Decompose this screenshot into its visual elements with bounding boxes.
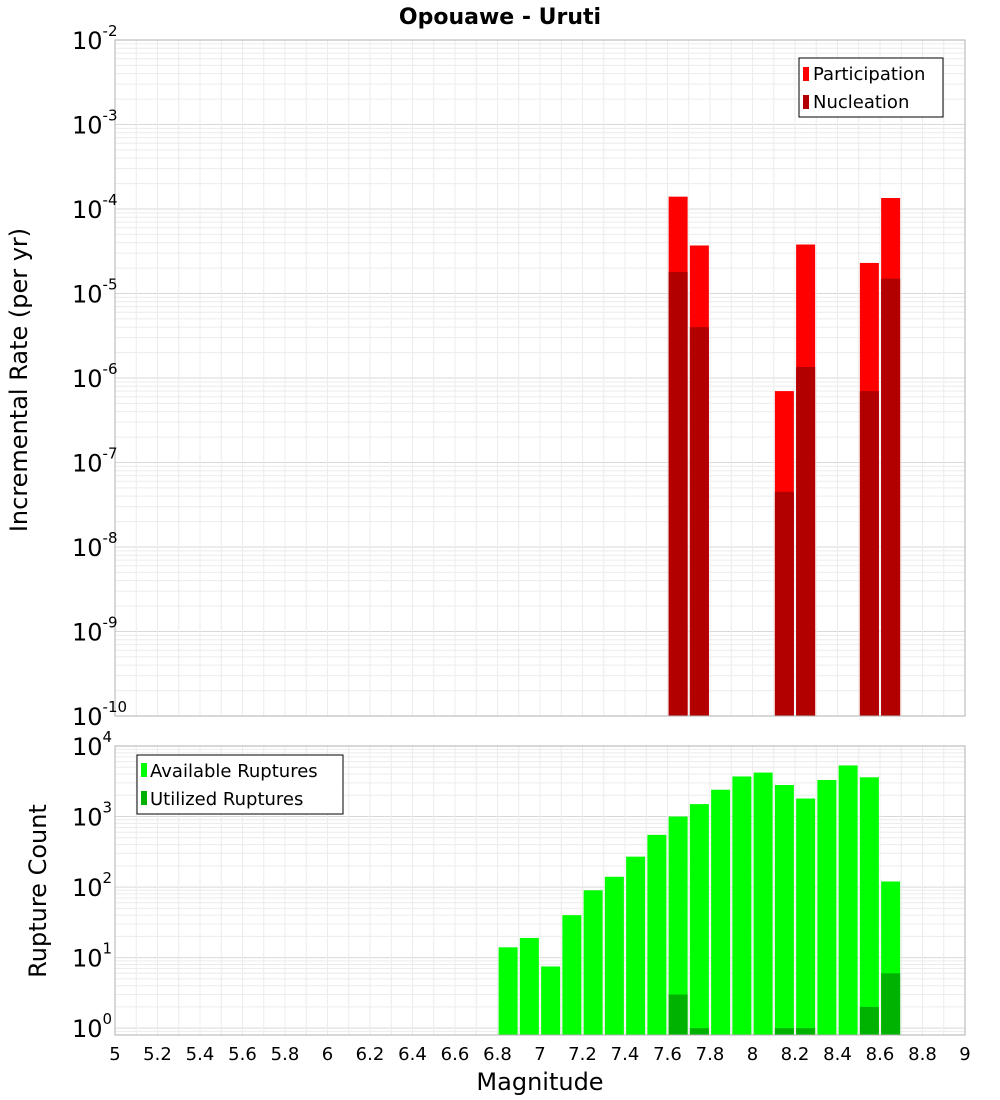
x-tick-label: 6.2: [356, 1044, 385, 1065]
legend-swatch-participation: [803, 67, 809, 81]
count-bar-available-ruptures: [859, 777, 879, 1035]
rate-bar-nucleation: [689, 327, 709, 716]
count-bar-available-ruptures: [626, 856, 646, 1035]
rate-y-tick-label: 10-3: [72, 107, 118, 140]
x-tick-label: 7.8: [696, 1044, 725, 1065]
legend-swatch-available: [141, 763, 147, 777]
x-tick-label: 7: [534, 1044, 545, 1065]
count-bar-available-ruptures: [583, 890, 603, 1035]
chart-title: Opouawe - Uruti: [399, 5, 601, 30]
x-tick-label: 8.2: [781, 1044, 810, 1065]
x-tick-label: 8.8: [908, 1044, 937, 1065]
count-bar-utilized-ruptures: [668, 994, 688, 1035]
count-bar-available-ruptures: [562, 915, 582, 1035]
count-bar-available-ruptures: [498, 947, 518, 1035]
legend-label-participation: Participation: [813, 64, 925, 85]
rate-legend-box: [798, 57, 944, 118]
x-tick-label: 8.4: [823, 1044, 852, 1065]
rate-y-tick-label: 10-7: [72, 445, 118, 478]
x-tick-label: 5.2: [143, 1044, 172, 1065]
x-axis-label: Magnitude: [476, 1068, 603, 1096]
x-tick-label: 7.4: [611, 1044, 640, 1065]
rate-panel: 10-10 10-9 10-8 10-7 10-6 10-5 10-4 10-3 10-2 In…: [5, 22, 966, 731]
count-bar-available-ruptures: [519, 937, 539, 1035]
count-legend-box: [136, 754, 344, 815]
count-bar-available-ruptures: [817, 779, 837, 1035]
x-tick-label: 7.6: [653, 1044, 682, 1065]
x-tick-label: 5.4: [186, 1044, 215, 1065]
count-y-tick-label: 104: [72, 728, 112, 761]
count-bar-available-ruptures: [838, 765, 858, 1035]
count-bar-utilized-ruptures: [774, 1028, 794, 1035]
rate-y-tick-label: 10-5: [72, 276, 118, 309]
legend-label-nucleation: Nucleation: [813, 92, 909, 113]
rate-bar-nucleation: [881, 278, 901, 716]
count-bar-available-ruptures: [689, 804, 709, 1035]
count-y-tick-label: 102: [72, 869, 112, 902]
rate-y-tick-label: 10-9: [72, 614, 118, 647]
count-bar-available-ruptures: [668, 816, 688, 1035]
rate-bar-nucleation: [774, 491, 794, 716]
count-bar-available-ruptures: [647, 834, 667, 1035]
legend-swatch-utilized: [141, 791, 147, 805]
count-legend: Available Ruptures Utilized Ruptures: [136, 754, 344, 815]
rate-plot-frame: [114, 39, 966, 717]
count-bar-available-ruptures: [732, 776, 752, 1035]
rate-y-tick-label: 10-4: [72, 191, 118, 224]
rate-bar-nucleation: [796, 366, 816, 716]
count-bar-utilized-ruptures: [881, 973, 901, 1035]
count-bar-utilized-ruptures: [689, 1028, 709, 1035]
count-x-ticks: 5 5.2 5.4 5.6 5.8 6 6.2 6.4 6.6 6.8 7 7.2 7.4 7.6 7.8 8…: [109, 1044, 970, 1065]
count-bar-available-ruptures: [711, 789, 731, 1035]
count-bars: [498, 765, 901, 1035]
count-y-tick-label: 101: [72, 940, 112, 973]
count-y-tick-label: 103: [72, 799, 112, 832]
rate-grid: [114, 39, 966, 717]
count-bar-available-ruptures: [774, 784, 794, 1035]
count-bar-available-ruptures: [753, 772, 773, 1035]
rate-bar-nucleation: [668, 271, 688, 716]
count-y-axis-label: Rupture Count: [24, 804, 52, 978]
x-tick-label: 8: [747, 1044, 758, 1065]
rate-legend: Participation Nucleation: [798, 57, 944, 118]
legend-swatch-nucleation: [803, 95, 809, 109]
rate-y-ticks: 10-10 10-9 10-8 10-7 10-6 10-5 10-4 10-3 10-2: [72, 22, 127, 731]
x-tick-label: 5: [109, 1044, 120, 1065]
legend-label-available: Available Ruptures: [150, 761, 318, 782]
x-tick-label: 6.4: [398, 1044, 427, 1065]
rate-y-tick-label: 10-6: [72, 360, 118, 393]
x-tick-label: 5.6: [228, 1044, 257, 1065]
x-tick-label: 6: [322, 1044, 333, 1065]
count-bar-available-ruptures: [796, 798, 816, 1035]
x-tick-label: 9: [959, 1044, 970, 1065]
x-tick-label: 6.8: [483, 1044, 512, 1065]
count-y-tick-label: 100: [72, 1010, 112, 1043]
count-y-ticks: 100 101 102 103 104: [72, 728, 112, 1043]
x-tick-label: 8.6: [866, 1044, 895, 1065]
x-tick-label: 5.8: [271, 1044, 300, 1065]
count-panel: 100 101 102 103 104 5 5.2 5.4 5.6 5.8 6 6.2 6.4 6.6 6…: [24, 728, 971, 1096]
count-bar-available-ruptures: [541, 966, 561, 1035]
x-tick-label: 6.6: [441, 1044, 470, 1065]
rate-bar-nucleation: [859, 391, 879, 716]
legend-label-utilized: Utilized Ruptures: [150, 789, 303, 810]
x-tick-label: 7.2: [568, 1044, 597, 1065]
count-bar-utilized-ruptures: [859, 1006, 879, 1035]
count-bar-utilized-ruptures: [796, 1028, 816, 1035]
rate-bars: [668, 196, 901, 717]
rate-y-tick-label: 10-2: [72, 22, 118, 55]
rate-y-tick-label: 10-10: [72, 698, 127, 731]
rate-y-axis-label: Incremental Rate (per yr): [5, 228, 33, 532]
rate-y-tick-label: 10-8: [72, 529, 118, 562]
count-plot-frame: [114, 745, 966, 1036]
count-bar-available-ruptures: [604, 876, 624, 1035]
